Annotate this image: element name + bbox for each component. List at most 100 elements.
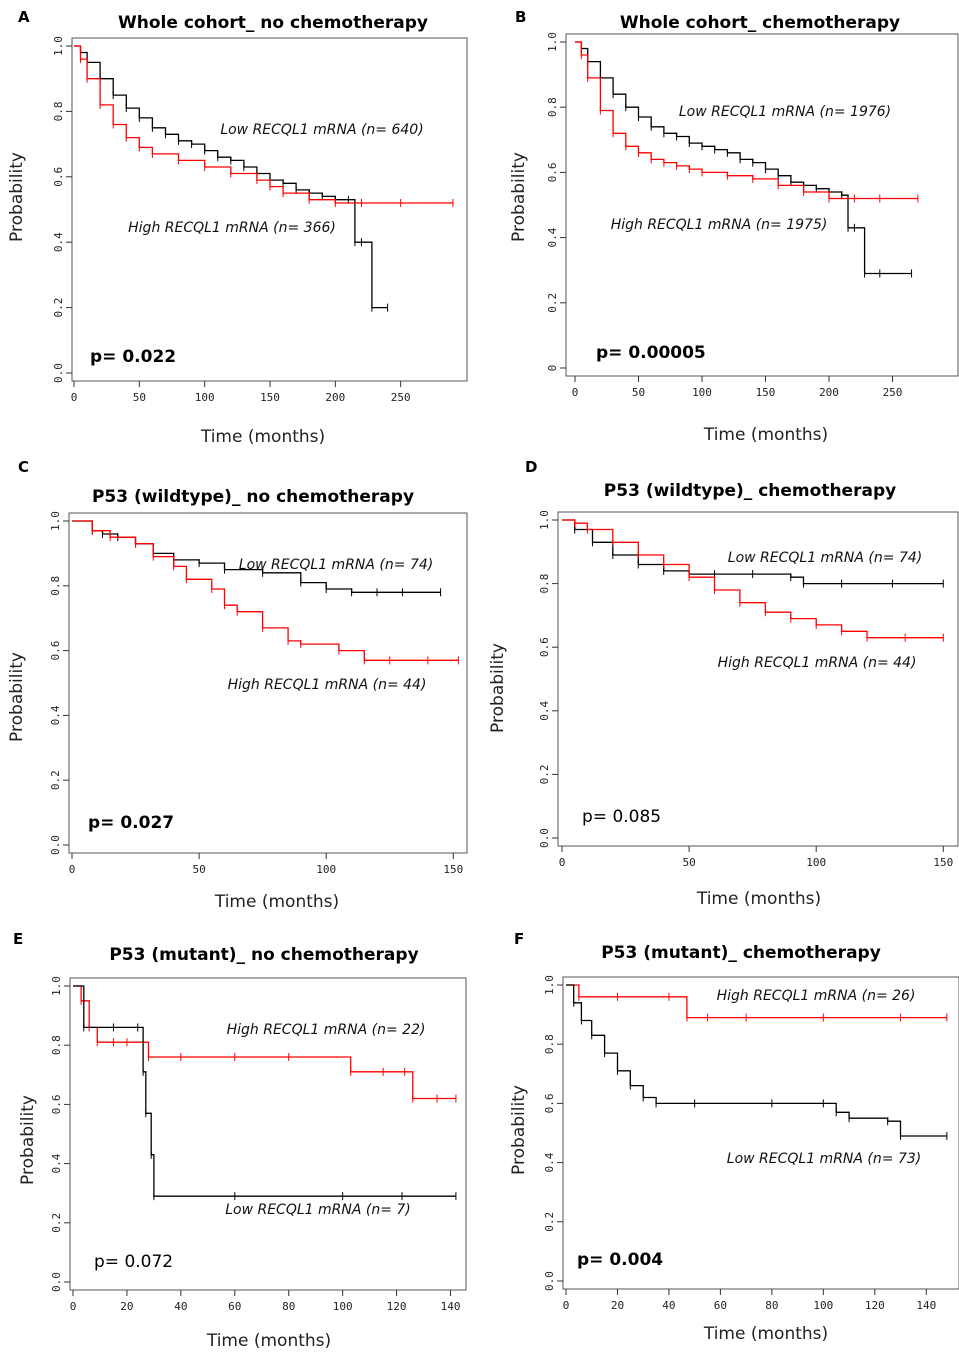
y-tick-label: 0.4 <box>543 1152 556 1172</box>
x-axis-label: Time (months) <box>214 892 339 912</box>
y-tick-label: 1.0 <box>546 32 559 52</box>
y-axis-label: Probability <box>18 1095 38 1185</box>
x-tick-label: 20 <box>611 1299 624 1312</box>
curve-annotation: High RECQL1 mRNA (n= 1975) <box>611 217 828 233</box>
panel-title: P53 (wildtype)_ no chemotherapy <box>92 487 414 507</box>
x-tick-label: 50 <box>632 386 645 399</box>
x-tick-label: 100 <box>806 856 826 869</box>
y-tick-label: 0.8 <box>50 1035 63 1055</box>
curve-annotation: Low RECQL1 mRNA (n= 1976) <box>679 104 891 120</box>
y-tick-label: 0.6 <box>50 1094 63 1114</box>
panel-title: P53 (wildtype)_ chemotherapy <box>604 481 896 501</box>
x-tick-label: 150 <box>443 863 463 876</box>
y-tick-label: 0.6 <box>538 637 551 657</box>
y-tick-label: 0.8 <box>52 101 65 121</box>
p-value: p= 0.022 <box>90 347 176 367</box>
panel-letter: B <box>515 8 526 26</box>
x-tick-label: 120 <box>865 1299 885 1312</box>
curve-annotation: High RECQL1 mRNA (n= 44) <box>718 655 917 671</box>
y-tick-label: 0.6 <box>546 162 559 182</box>
y-tick-label: 0.4 <box>49 705 62 725</box>
p-value: p= 0.085 <box>582 807 661 827</box>
plot-frame <box>562 976 959 1290</box>
survival-curve-series-2 <box>562 519 944 639</box>
y-axis-label: Probability <box>509 152 529 242</box>
y-tick-label: 0.6 <box>52 167 65 187</box>
curve-annotation: Low RECQL1 mRNA (n= 73) <box>727 1151 921 1167</box>
x-tick-label: 0 <box>572 386 579 399</box>
x-tick-label: 140 <box>441 1300 461 1313</box>
y-tick-label: 0.2 <box>52 298 65 318</box>
x-axis-label: Time (months) <box>703 425 828 445</box>
x-tick-label: 100 <box>813 1299 833 1312</box>
y-tick-label: 0.2 <box>50 1213 63 1233</box>
y-tick-label: 0.8 <box>538 574 551 594</box>
curve-annotation: High RECQL1 mRNA (n= 26) <box>717 988 916 1004</box>
y-tick-label: 0.8 <box>49 576 62 596</box>
x-tick-label: 150 <box>756 386 776 399</box>
survival-curve-series-1 <box>575 41 912 275</box>
y-tick-label: 0.2 <box>543 1212 556 1232</box>
survival-curve-series-2 <box>73 985 456 1197</box>
y-tick-label: 0.4 <box>52 232 65 252</box>
p-value: p= 0.004 <box>577 1250 663 1270</box>
plot-frame <box>71 37 468 382</box>
x-tick-label: 40 <box>662 1299 675 1312</box>
y-tick-label: 0.8 <box>546 97 559 117</box>
p-value: p= 0.072 <box>94 1252 173 1272</box>
x-tick-label: 50 <box>133 391 146 404</box>
x-tick-label: 250 <box>883 386 903 399</box>
survival-curve-series-1 <box>73 985 456 1100</box>
y-axis-label: Probability <box>7 652 27 742</box>
x-tick-label: 50 <box>682 856 695 869</box>
y-tick-label: 1.0 <box>50 976 63 996</box>
y-tick-label: 1.0 <box>49 511 62 531</box>
survival-curve-series-2 <box>566 984 947 1137</box>
p-value: p= 0.027 <box>88 813 174 833</box>
x-tick-label: 250 <box>391 391 411 404</box>
x-tick-label: 100 <box>195 391 215 404</box>
x-axis-label: Time (months) <box>703 1324 828 1344</box>
panel-letter: D <box>525 458 537 476</box>
curve-annotation: Low RECQL1 mRNA (n= 74) <box>239 557 433 573</box>
plot-frame <box>565 33 959 377</box>
curve-annotation: Low RECQL1 mRNA (n= 74) <box>728 550 922 566</box>
curve-annotation: High RECQL1 mRNA (n= 366) <box>128 220 336 236</box>
x-tick-label: 60 <box>714 1299 727 1312</box>
x-tick-label: 50 <box>192 863 205 876</box>
x-axis-label: Time (months) <box>206 1331 331 1351</box>
panel-letter: E <box>13 930 23 948</box>
x-tick-label: 0 <box>559 856 566 869</box>
y-tick-label: 0.0 <box>52 363 65 383</box>
plot-frame <box>69 977 467 1291</box>
x-tick-label: 0 <box>563 1299 570 1312</box>
panel-letter: C <box>18 458 29 476</box>
survival-curve-series-2 <box>72 520 459 661</box>
x-tick-label: 0 <box>71 391 78 404</box>
panel-letter: A <box>18 8 30 26</box>
x-axis-label: Time (months) <box>200 427 325 447</box>
y-tick-label: 1.0 <box>543 975 556 995</box>
y-tick-label: 0.0 <box>538 828 551 848</box>
y-axis-label: Probability <box>488 643 508 733</box>
y-axis-label: Probability <box>7 152 27 242</box>
x-tick-label: 200 <box>325 391 345 404</box>
y-axis-label: Probability <box>509 1085 529 1175</box>
y-tick-label: 1.0 <box>538 510 551 530</box>
x-tick-label: 80 <box>765 1299 778 1312</box>
y-tick-label: 0 <box>546 365 559 372</box>
y-tick-label: 0.8 <box>543 1034 556 1054</box>
x-tick-label: 120 <box>387 1300 407 1313</box>
plot-frame <box>557 511 959 847</box>
panel-title: P53 (mutant)_ no chemotherapy <box>109 945 418 965</box>
x-tick-label: 20 <box>120 1300 133 1313</box>
x-tick-label: 150 <box>933 856 953 869</box>
x-tick-label: 100 <box>316 863 336 876</box>
y-tick-label: 0.6 <box>49 641 62 661</box>
y-tick-label: 0.0 <box>50 1272 63 1292</box>
survival-curve-series-2 <box>575 41 918 200</box>
survival-curve-series-1 <box>74 45 388 309</box>
y-tick-label: 0.6 <box>543 1093 556 1113</box>
y-tick-label: 0.0 <box>543 1271 556 1291</box>
